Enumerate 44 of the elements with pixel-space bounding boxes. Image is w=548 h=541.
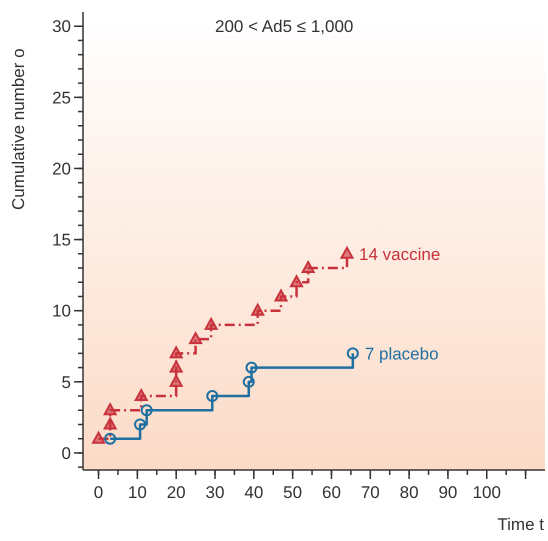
x-tick-label: 100 — [472, 483, 501, 502]
series-label: 7 placebo — [364, 344, 439, 364]
y-tick-label: 0 — [62, 444, 71, 463]
x-tick-label: 80 — [400, 483, 419, 502]
y-tick-label: 15 — [52, 230, 71, 250]
x-tick-label: 0 — [94, 483, 104, 502]
x-tick-label: 20 — [166, 483, 186, 502]
point — [290, 275, 304, 288]
point — [170, 374, 183, 387]
point — [204, 318, 218, 330]
point — [274, 289, 288, 302]
y-tick-label: 25 — [52, 88, 71, 108]
point — [140, 404, 153, 416]
x-tick-label: 40 — [244, 483, 264, 502]
point — [92, 432, 106, 444]
point — [340, 246, 354, 259]
series-label: 14 vaccine — [359, 244, 440, 264]
point — [251, 304, 264, 316]
point — [170, 360, 183, 373]
y-tick-label: 30 — [52, 17, 71, 36]
chart-title: 200 < Ad5 ≤ 1,000 — [215, 17, 354, 36]
x-tick-label: 10 — [128, 483, 147, 502]
point — [104, 417, 117, 430]
x-axis-title: Time t — [497, 515, 544, 534]
y-tick-label: 20 — [52, 159, 71, 178]
y-tick-label: 10 — [52, 302, 71, 321]
point — [134, 389, 148, 402]
point — [242, 376, 255, 388]
point — [302, 261, 315, 274]
x-tick-label: 30 — [206, 483, 224, 502]
point — [346, 347, 359, 360]
x-tick-label: 90 — [438, 483, 458, 502]
point — [104, 403, 117, 416]
point — [170, 346, 183, 358]
y-tick-label: 5 — [62, 372, 71, 392]
point — [104, 432, 116, 445]
point — [189, 332, 202, 344]
x-tick-label: 70 — [360, 483, 380, 502]
y-axis-title: Cumulative number o — [9, 48, 28, 210]
x-tick-label: 60 — [322, 483, 341, 502]
point — [206, 390, 218, 402]
point — [245, 362, 258, 374]
point — [134, 418, 146, 430]
x-tick-label: 50 — [283, 483, 302, 502]
